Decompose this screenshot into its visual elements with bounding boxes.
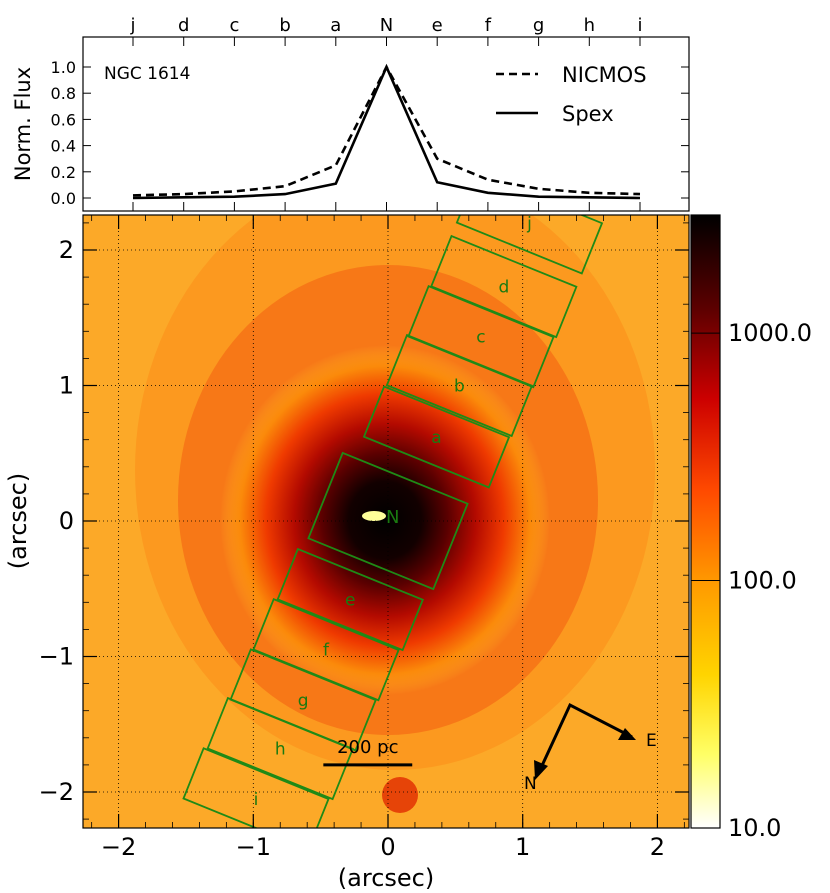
- legend-nicmos-label: NICMOS: [562, 63, 647, 87]
- slit-aperture-h: [206, 696, 354, 801]
- aperture-tick-label-b: b: [279, 15, 290, 36]
- colorbar-ticks: 1000.0 100.0 10.0: [691, 319, 812, 842]
- legend: NICMOS Spex: [496, 63, 647, 126]
- nuclear-core: [220, 345, 550, 695]
- flux-y-tick-label: 0.4: [51, 137, 76, 156]
- image-axis-ticks: −2 −1 0 1 2 2 1 0 −1 −2: [39, 215, 689, 861]
- image-x-tick-label: −1: [236, 833, 271, 861]
- flux-y-ticks: 0.0 0.2 0.4 0.6 0.8 1.0: [51, 58, 689, 208]
- aperture-tick-label-d: d: [178, 15, 189, 36]
- image-panel: j d c b a e f g h i N −2 −1 0 1 2 2 1 0 −1 −2 200 pc N E (…: [4, 214, 690, 892]
- compass-north-label: N: [524, 774, 537, 794]
- spex-series-line: [132, 63, 641, 200]
- image-x-tick-label: −2: [101, 833, 136, 861]
- aperture-tick-label-i: i: [637, 15, 642, 36]
- slit-aperture-f: [252, 598, 400, 702]
- slit-aperture-label-f: f: [323, 641, 330, 661]
- slit-aperture-label-b: b: [454, 377, 465, 397]
- aperture-tick-label-g: g: [533, 15, 544, 36]
- colorbar-tick-label: 10.0: [728, 814, 781, 842]
- aperture-tick-label-e: e: [432, 15, 443, 36]
- scale-bar: 200 pc: [323, 737, 413, 767]
- slit-aperture-d: [430, 234, 578, 339]
- slit-aperture-labels: j d c b a e f g h i: [254, 214, 532, 810]
- flux-y-tick-label: 0.0: [51, 189, 76, 208]
- bottom-knot: [382, 777, 418, 813]
- aperture-tick-label-c: c: [229, 15, 239, 36]
- compass: N E: [524, 702, 657, 794]
- image-y-axis-label: (arcsec): [4, 473, 32, 569]
- slit-aperture-label-a: a: [431, 428, 441, 448]
- aperture-tick-label-j: j: [129, 15, 135, 36]
- nucleus-hotspot: [362, 511, 386, 521]
- slit-aperture-b: [385, 333, 534, 438]
- compass-east-label: E: [646, 731, 657, 751]
- image-y-tick-label: 0: [59, 507, 74, 535]
- flux-y-axis-label: Norm. Flux: [11, 67, 35, 181]
- colorbar: 1000.0 100.0 10.0: [690, 214, 812, 842]
- slit-aperture-a: [362, 385, 511, 489]
- image-y-tick-label: −1: [39, 643, 74, 671]
- compass-arms: [538, 702, 633, 771]
- slit-aperture-j: [455, 215, 604, 275]
- slit-aperture-label-h: h: [275, 740, 286, 760]
- image-y-tick-label: 1: [59, 372, 74, 400]
- slit-aperture-label-g: g: [298, 691, 309, 711]
- flux-y-tick-label: 0.8: [51, 84, 76, 103]
- image-y-tick-label: 2: [59, 236, 74, 264]
- slit-aperture-label-i: i: [254, 790, 259, 810]
- nucleus-label: N: [386, 507, 399, 528]
- east-arrow-head: [618, 728, 636, 740]
- image-x-axis-label: (arcsec): [338, 864, 434, 892]
- image-x-tick-label: 0: [380, 833, 395, 861]
- colorbar-tick-label: 1000.0: [728, 319, 812, 347]
- aperture-tick-label-N: N: [380, 15, 393, 36]
- image-x-tick-label: 2: [650, 833, 665, 861]
- colorbar-tick-label: 100.0: [728, 567, 797, 595]
- image-y-tick-label: −2: [39, 778, 74, 806]
- image-x-tick-label: 1: [515, 833, 530, 861]
- aperture-tick-label-h: h: [584, 15, 595, 36]
- slit-aperture-nucleus: [307, 451, 469, 591]
- colorbar-gradient-bar: [690, 214, 721, 829]
- slit-aperture-label-d: d: [498, 278, 509, 298]
- scale-bar-label: 200 pc: [337, 737, 398, 758]
- galaxy-label: NGC 1614: [104, 64, 190, 84]
- slit-aperture-e: [276, 547, 424, 652]
- slit-aperture-label-j: j: [526, 214, 532, 234]
- flux-y-tick-label: 0.2: [51, 163, 76, 182]
- slit-aperture-label-e: e: [345, 591, 355, 611]
- image-grid: [83, 215, 689, 828]
- slit-apertures: [182, 215, 604, 828]
- flux-y-tick-label: 1.0: [51, 58, 76, 77]
- slit-aperture-i: [182, 747, 330, 828]
- north-arrow-head: [534, 760, 548, 780]
- aperture-tick-label-f: f: [485, 15, 492, 36]
- legend-spex-label: Spex: [562, 102, 614, 126]
- aperture-tick-label-a: a: [330, 15, 341, 36]
- slit-aperture-label-c: c: [476, 328, 485, 348]
- flux-y-tick-label: 0.6: [51, 110, 76, 129]
